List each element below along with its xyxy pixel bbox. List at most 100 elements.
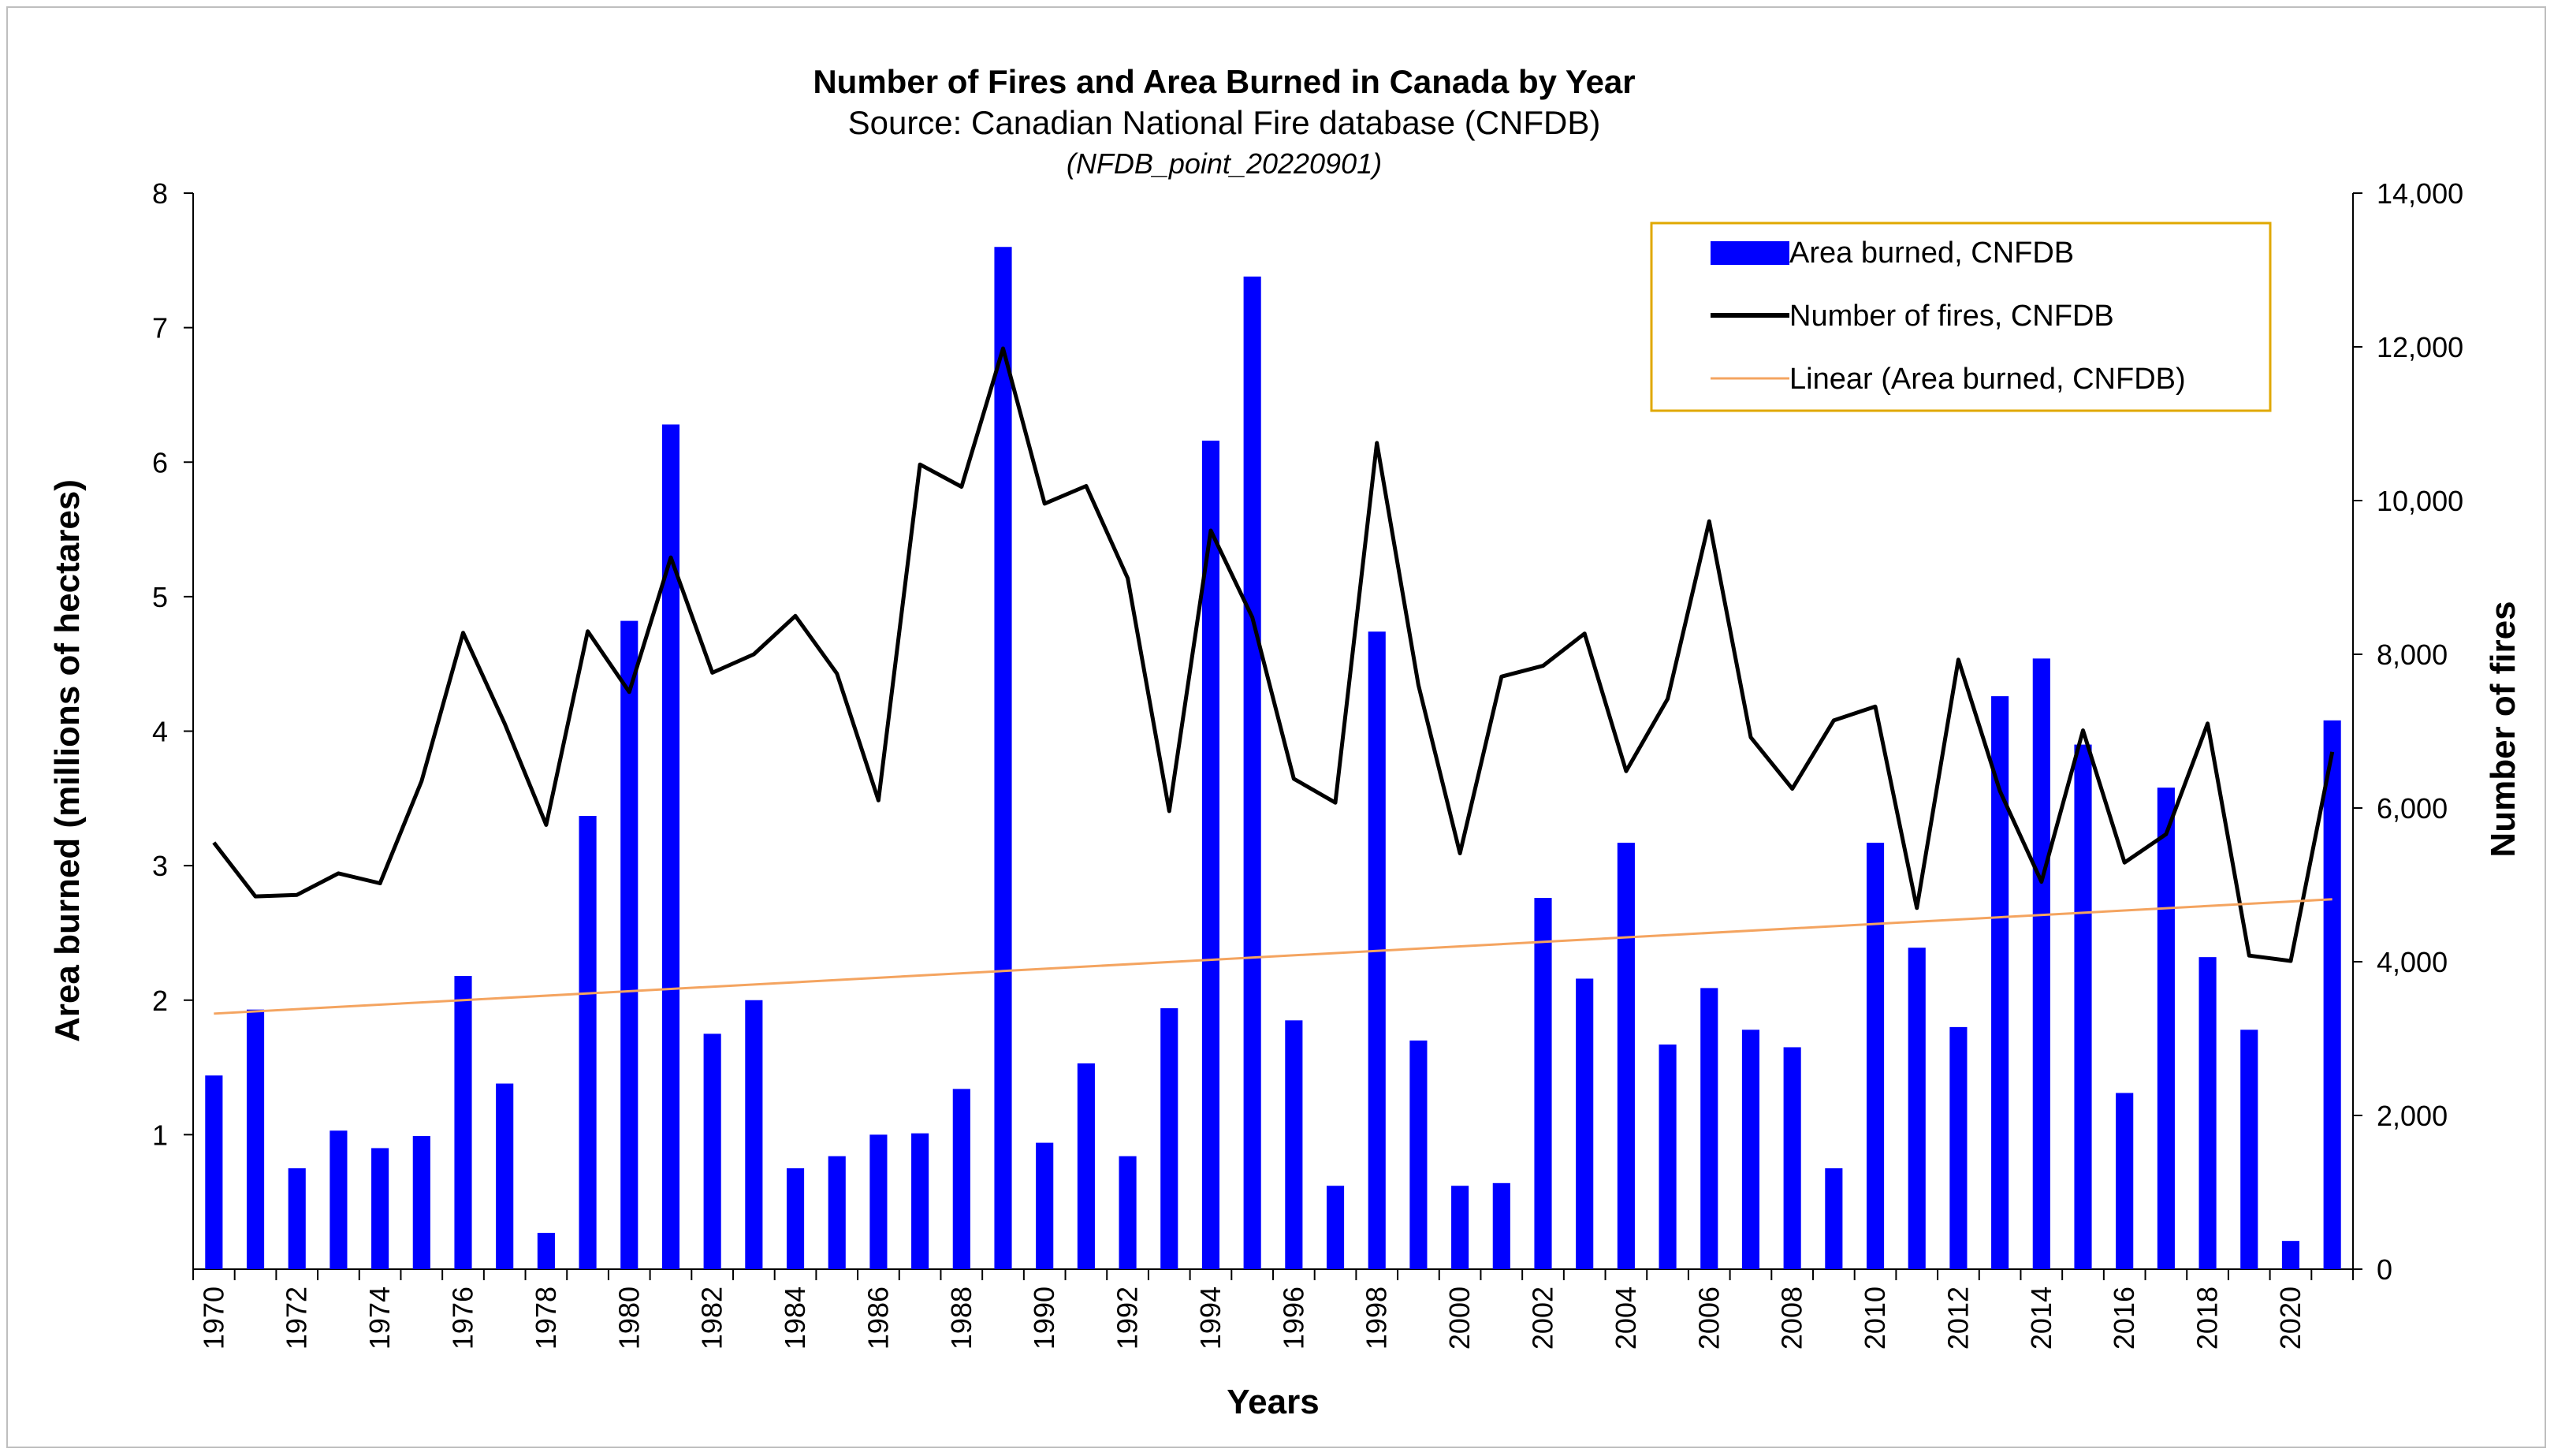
x-tick-label: 1996 (1277, 1287, 1309, 1350)
left-y-tick-label: 1 (152, 1119, 168, 1151)
left-y-tick-label: 8 (152, 177, 168, 210)
area-burned-bar (1326, 1186, 1345, 1269)
area-burned-bar (1409, 1040, 1428, 1269)
right-y-ticks: 0 2,000 4,000 6,000 8,000 10,000 12,000 14,000 (2353, 177, 2463, 1286)
left-y-tick-label: 2 (152, 985, 168, 1017)
right-y-tick-label: 8,000 (2377, 639, 2448, 671)
x-tick-label: 1994 (1194, 1287, 1227, 1350)
area-burned-bar (2323, 720, 2341, 1269)
area-burned-bar (2116, 1093, 2134, 1269)
area-burned-bar (1908, 948, 1926, 1269)
right-y-tick-label: 4,000 (2377, 946, 2448, 978)
legend: Area burned, CNFDB Number of fires, CNFD… (1650, 222, 2272, 412)
x-axis-title: Years (1227, 1383, 1319, 1421)
area-burned-bar (1201, 440, 1220, 1270)
x-tick-label: 2016 (2108, 1287, 2140, 1350)
area-burned-bar (1451, 1186, 1469, 1269)
area-burned-bar (786, 1168, 805, 1269)
right-y-tick-label: 12,000 (2377, 331, 2463, 363)
x-tick-label: 2002 (1527, 1287, 1559, 1350)
area-burned-bar (1783, 1047, 1801, 1269)
area-burned-bar (1949, 1026, 1968, 1269)
legend-label-area-burned: Area burned, CNFDB (1789, 236, 2074, 270)
area-burned-bar (329, 1130, 348, 1269)
x-tick-label: 2008 (1776, 1287, 1808, 1350)
area-burned-bar (1119, 1156, 1137, 1269)
area-burned-bar (1534, 898, 1552, 1269)
area-burned-bar (454, 976, 472, 1269)
area-burned-bar (2240, 1030, 2258, 1269)
area-burned-bar (2281, 1241, 2300, 1269)
area-burned-bar (1285, 1020, 1303, 1269)
left-y-ticks: 1 2 3 4 5 6 7 8 (152, 177, 193, 1151)
right-y-tick-label: 0 (2377, 1253, 2392, 1286)
right-y-tick-label: 10,000 (2377, 485, 2463, 517)
x-tick-label: 2004 (1610, 1287, 1642, 1350)
area-burned-bar (1576, 978, 1594, 1269)
x-tick-label: 2010 (1859, 1287, 1891, 1350)
area-burned-bar (1700, 988, 1718, 1269)
x-tick-label: 2018 (2191, 1287, 2224, 1350)
area-burned-bar (1243, 276, 1261, 1270)
x-tick-label: 1988 (945, 1287, 977, 1350)
area-burned-bar (2032, 658, 2050, 1269)
area-burned-bar (620, 620, 638, 1269)
area-burned-bar (703, 1033, 721, 1269)
left-y-tick-label: 3 (152, 850, 168, 882)
area-burned-bar (371, 1148, 389, 1269)
x-tick-label: 1990 (1028, 1287, 1060, 1350)
area-burned-bar (828, 1156, 846, 1269)
x-tick-label: 1986 (862, 1287, 894, 1350)
area-burned-bar (1617, 843, 1635, 1269)
left-y-tick-label: 5 (152, 581, 168, 613)
area-burned-bar (205, 1075, 223, 1269)
left-y-axis-title: Area burned (millions of hectares) (48, 479, 87, 1042)
area-burned-bar (2198, 957, 2217, 1269)
right-y-tick-label: 14,000 (2377, 177, 2463, 210)
x-tick-label: 1974 (363, 1287, 396, 1350)
left-y-tick-label: 6 (152, 446, 168, 479)
area-burned-bar (1077, 1063, 1095, 1269)
right-y-axis-title: Number of fires (2484, 601, 2522, 857)
area-burned-bar (994, 247, 1012, 1269)
left-y-tick-label: 7 (152, 312, 168, 344)
x-tick-label: 1982 (696, 1287, 728, 1350)
area-burned-bar (246, 1009, 265, 1269)
x-tick-label: 1984 (779, 1287, 811, 1350)
x-tick-label: 2012 (1942, 1287, 1974, 1350)
x-tick-label: 1980 (612, 1287, 645, 1350)
area-burned-bar (2157, 788, 2175, 1269)
legend-label-trendline: Linear (Area burned, CNFDB) (1789, 363, 2186, 396)
number-of-fires-line (212, 346, 2335, 963)
area-burned-bar (1659, 1045, 1677, 1269)
x-tick-label: 1976 (447, 1287, 479, 1350)
right-y-tick-label: 6,000 (2377, 792, 2448, 825)
area-burned-bar (952, 1089, 970, 1269)
x-tick-label: 2014 (2025, 1287, 2057, 1350)
legend-label-number-of-fires: Number of fires, CNFDB (1789, 300, 2114, 333)
area-burned-bar (745, 1000, 763, 1269)
x-tick-label: 2020 (2274, 1287, 2306, 1350)
area-burned-bar (537, 1232, 555, 1269)
x-ticks: 1970 1972 1974 1976 1978 1980 1982 1984 1986 1988… (192, 1269, 2354, 1350)
x-tick-label: 1992 (1111, 1287, 1144, 1350)
chart-subtitle: Source: Canadian National Fire database … (848, 104, 1601, 141)
chart-title: Number of Fires and Area Burned in Canad… (813, 63, 1635, 100)
chart-source-note: (NFDB_point_20220901) (1067, 147, 1382, 180)
area-burned-bar (1492, 1182, 1510, 1269)
area-burned-trendline (214, 898, 2332, 1015)
area-burned-bar (1825, 1168, 1843, 1269)
left-y-tick-label: 4 (152, 716, 168, 748)
x-tick-label: 1978 (530, 1287, 562, 1350)
area-burned-bar (1741, 1030, 1760, 1269)
area-burned-bar (661, 424, 680, 1269)
area-burned-bar (288, 1168, 306, 1269)
x-tick-label: 1998 (1361, 1287, 1393, 1350)
area-burned-bar (1866, 843, 1885, 1269)
x-tick-label: 2000 (1443, 1287, 1476, 1350)
legend-swatch-area-burned (1711, 241, 1789, 265)
x-tick-label: 2006 (1692, 1287, 1725, 1350)
area-burned-bar (1036, 1142, 1054, 1269)
area-burned-bar (496, 1083, 514, 1269)
